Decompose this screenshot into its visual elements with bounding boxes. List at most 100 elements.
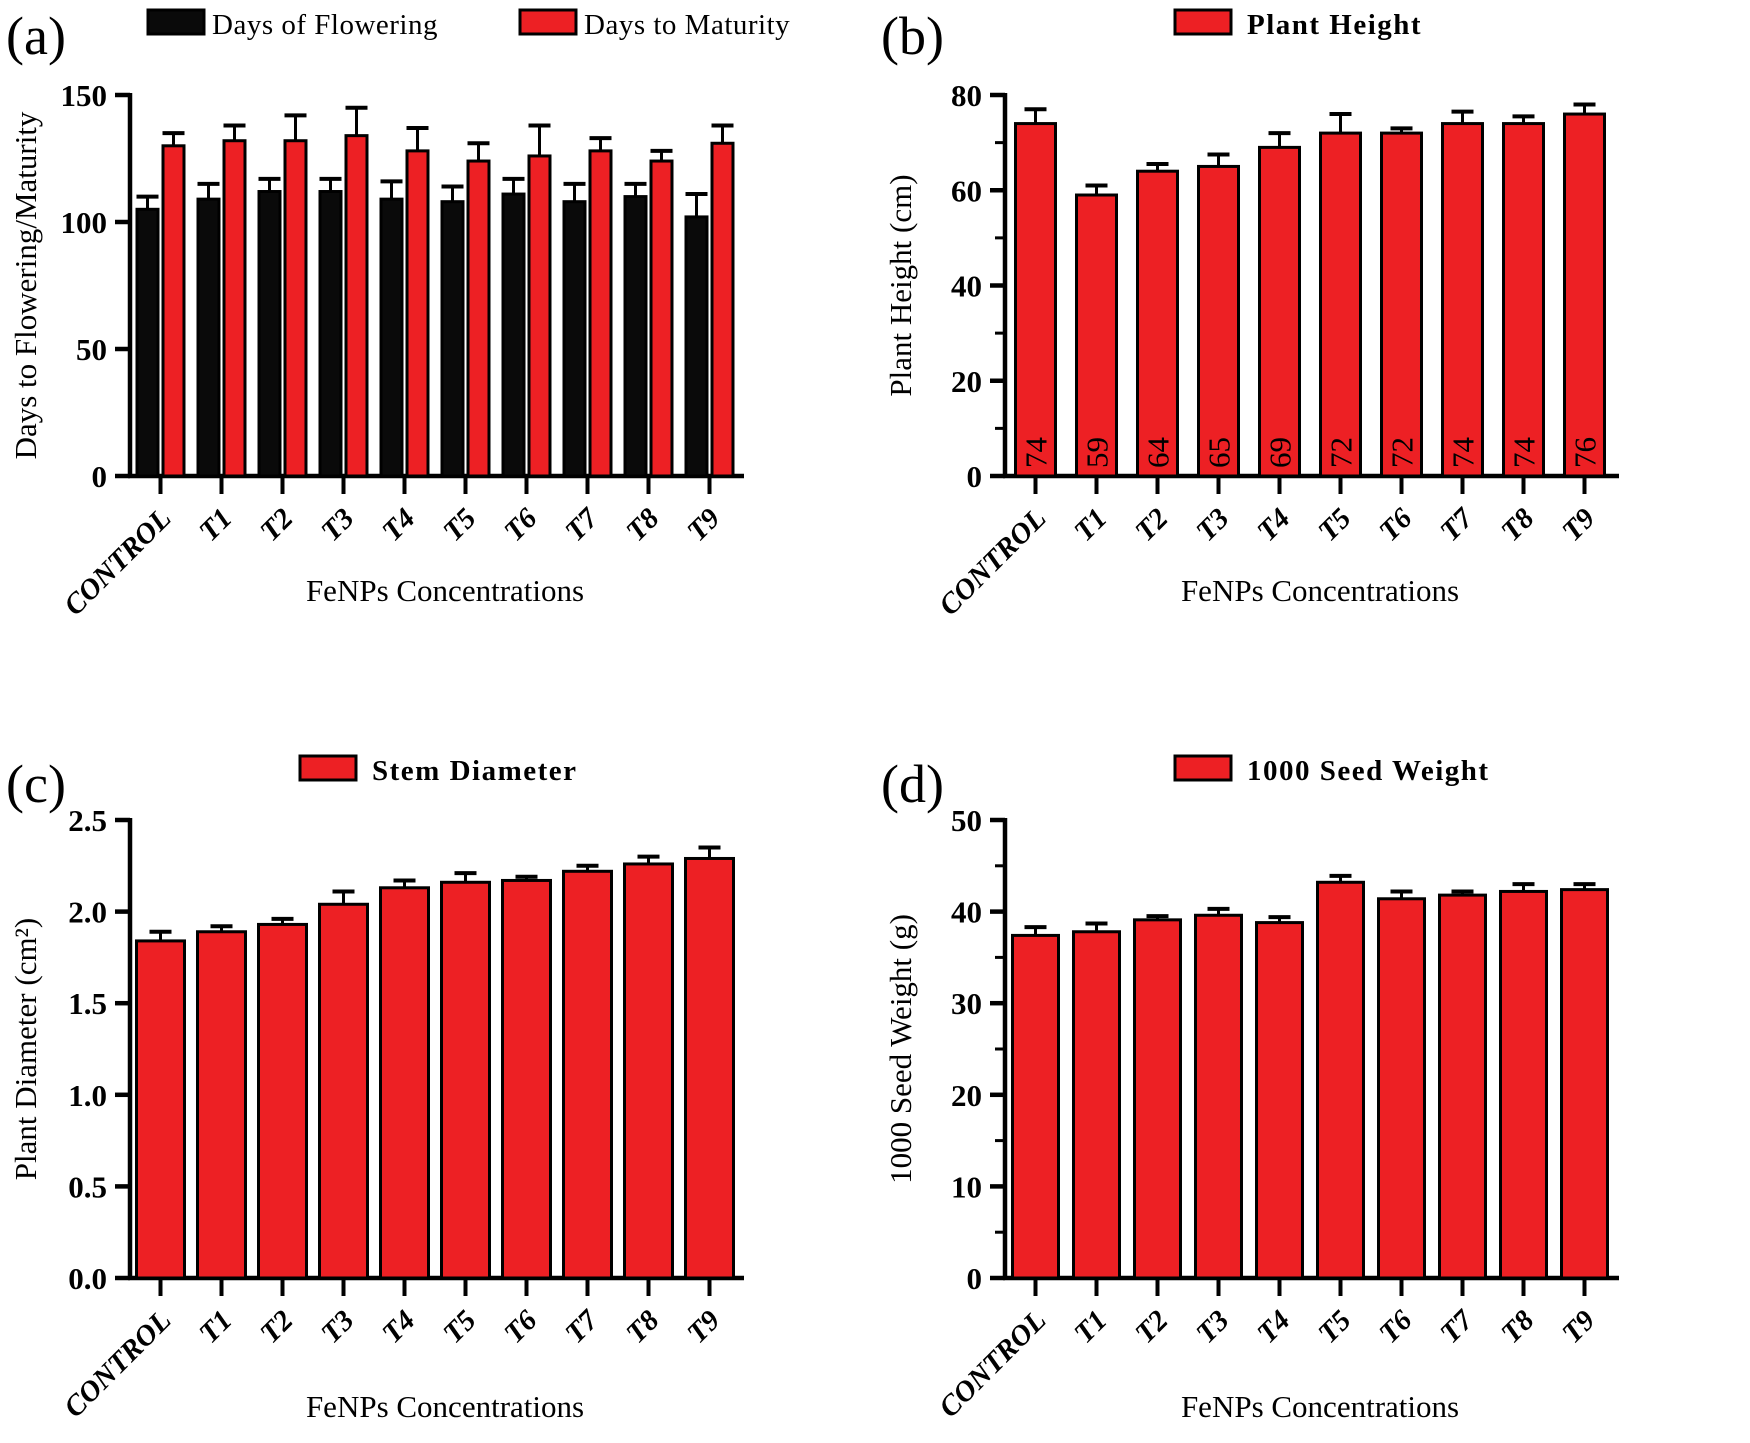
bar-t9 — [710, 141, 735, 478]
x-category-label: T5 — [437, 502, 482, 547]
x-axis-title: FeNPs Concentrations — [306, 573, 584, 608]
panel-d-seed-weight: (d) 1000 Seed Weight 0 10 20 30 40 50 1000 Seed … — [875, 700, 1750, 1443]
panel-letter: (d) — [881, 754, 944, 814]
x-category-label: T8 — [620, 1304, 666, 1350]
x-category-label: T5 — [1312, 1304, 1357, 1349]
bar-t2 — [257, 922, 308, 1280]
bar-value-label: 69 — [1263, 437, 1298, 468]
y-axis-title: Plant Diameter (cm²) — [8, 918, 43, 1180]
bar-t2 — [1136, 169, 1179, 478]
y-tick-label: 20 — [951, 1078, 982, 1113]
y-tick-label: 50 — [76, 332, 107, 367]
bar-t6 — [501, 878, 552, 1280]
y-tick-label: 0 — [92, 459, 108, 494]
bar-t9 — [1560, 888, 1609, 1280]
legend-label: Plant Height — [1247, 9, 1422, 41]
panel-d-chart: (d) 1000 Seed Weight 0 10 20 30 40 50 1000 Seed … — [881, 754, 1619, 1424]
bar-value-label: 72 — [1324, 437, 1359, 468]
legend-swatch — [518, 8, 578, 36]
panel-a-chart: (a) Days of Flowering Days to Maturity 0 50 1… — [6, 6, 790, 622]
y-axis-title: Days to Flowering/Maturity — [8, 111, 43, 459]
y-tick-label: 40 — [951, 269, 982, 304]
y-tick-label: 20 — [951, 364, 982, 399]
legend-label: Days to Maturity — [584, 9, 790, 41]
bar-t3 — [344, 134, 369, 478]
bar-control — [135, 207, 160, 478]
bar-t5 — [1319, 131, 1362, 478]
x-category-label: T1 — [1068, 502, 1113, 547]
legend-label: 1000 Seed Weight — [1247, 755, 1490, 787]
bar-t6 — [1380, 131, 1423, 478]
legend-label: Stem Diameter — [372, 755, 578, 787]
bar-t1 — [1075, 193, 1118, 478]
bar-t7 — [588, 149, 613, 478]
bar-t8 — [1499, 889, 1548, 1280]
bar-control — [1011, 933, 1060, 1280]
bar-control — [1014, 122, 1057, 478]
panel-b-chart: (b) Plant Height 0 20 40 60 80 Plant Height (cm… — [881, 6, 1619, 622]
bar-t1 — [196, 930, 247, 1280]
x-category-label: T3 — [315, 1304, 360, 1349]
bar-t3 — [318, 190, 343, 478]
x-category-label: T8 — [620, 502, 666, 548]
bar-t5 — [440, 880, 491, 1280]
bar-t5 — [440, 200, 465, 478]
bar-t3 — [1194, 913, 1243, 1280]
bar-t4 — [1255, 921, 1304, 1280]
x-category-label: T9 — [1556, 502, 1601, 547]
x-category-label: T4 — [376, 1304, 421, 1349]
x-category-label: T7 — [1434, 1303, 1480, 1349]
bar-t4 — [379, 886, 430, 1280]
bar-t8 — [649, 159, 674, 478]
y-axis-title: Plant Height (cm) — [883, 174, 918, 396]
x-category-label: T6 — [498, 502, 544, 548]
x-category-label: T7 — [559, 1303, 605, 1349]
x-category-label: T7 — [559, 501, 605, 547]
panel-a-days-flowering-maturity: (a) Days of Flowering Days to Maturity 0 50 1… — [0, 0, 875, 650]
x-category-label: T9 — [681, 1304, 726, 1349]
x-category-label: T2 — [254, 502, 299, 547]
x-category-label: T2 — [1129, 1304, 1174, 1349]
x-axis-title: FeNPs Concentrations — [306, 1389, 584, 1424]
x-category-label: T2 — [254, 1304, 299, 1349]
x-category-label: T1 — [193, 1304, 238, 1349]
y-tick-label: 100 — [61, 205, 108, 240]
bar-t1 — [196, 197, 221, 478]
x-category-label: T1 — [1068, 1304, 1113, 1349]
bar-control — [161, 144, 186, 478]
bar-t7 — [562, 869, 613, 1280]
legend-swatch — [298, 754, 358, 782]
bar-value-label: 65 — [1202, 437, 1237, 468]
bar-value-label: 64 — [1141, 437, 1176, 469]
bar-t6 — [501, 192, 526, 478]
bar-t5 — [1316, 880, 1365, 1280]
x-category-label: CONTROL — [933, 502, 1052, 621]
x-category-label: T4 — [1251, 1304, 1296, 1349]
panel-letter: (a) — [6, 6, 66, 66]
x-category-label: T5 — [1312, 502, 1357, 547]
y-tick-label: 50 — [951, 803, 982, 838]
bar-t9 — [684, 856, 735, 1280]
y-tick-label: 10 — [951, 1169, 982, 1204]
y-tick-label: 80 — [951, 78, 982, 113]
bar-t5 — [466, 159, 491, 478]
x-category-label: T3 — [1190, 1304, 1235, 1349]
bar-t2 — [1133, 918, 1182, 1280]
x-category-label: T8 — [1495, 1304, 1541, 1350]
bar-value-label: 74 — [1446, 437, 1481, 469]
x-category-label: T9 — [1556, 1304, 1601, 1349]
x-category-label: T4 — [376, 502, 421, 547]
bar-t1 — [1072, 930, 1121, 1280]
bar-t9 — [1563, 112, 1606, 478]
bar-value-label: 76 — [1568, 437, 1603, 468]
bar-t3 — [1197, 164, 1240, 478]
y-tick-label: 2.5 — [68, 803, 107, 838]
y-tick-label: 40 — [951, 895, 982, 930]
bar-t4 — [405, 149, 430, 478]
panel-c-stem-diameter: (c) Stem Diameter 0.0 0.5 1.0 1.5 2.0 2.5 Plant … — [0, 700, 875, 1443]
y-tick-label: 60 — [951, 173, 982, 208]
y-tick-label: 2.0 — [68, 895, 107, 930]
bar-t3 — [318, 902, 369, 1280]
x-category-label: T3 — [315, 502, 360, 547]
x-category-label: T6 — [1373, 1304, 1419, 1350]
